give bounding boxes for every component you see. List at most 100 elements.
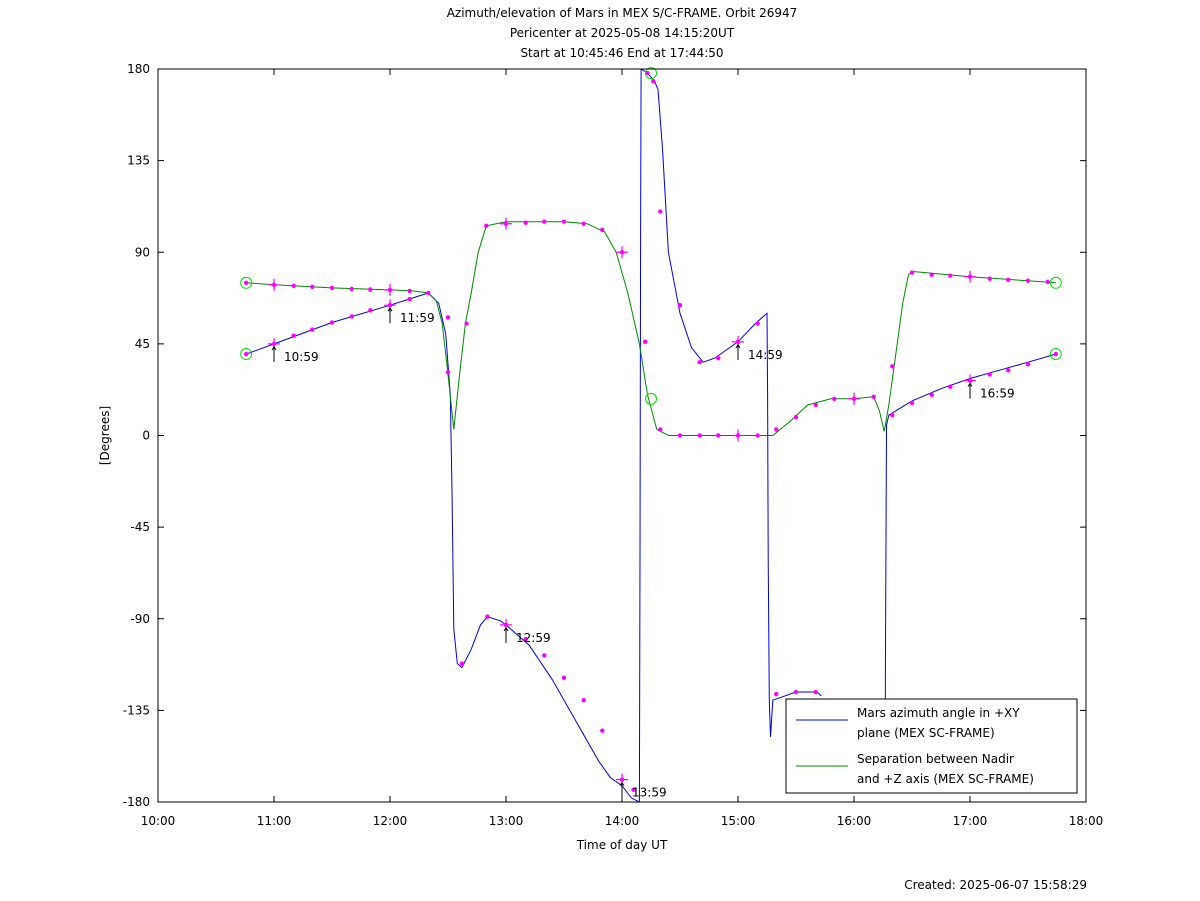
series-line-1 <box>638 68 642 803</box>
data-point <box>929 272 934 277</box>
data-point <box>813 402 818 408</box>
title-line: Pericenter at 2025-05-08 14:15:20UT <box>510 26 735 40</box>
data-point <box>987 372 992 377</box>
hour-marker <box>848 392 860 405</box>
data-point <box>631 787 636 792</box>
data-point <box>561 675 567 680</box>
y-tick-label: 0 <box>142 429 150 443</box>
series-lines <box>246 68 1056 803</box>
annotation-label: 16:59 <box>980 387 1015 401</box>
data-point <box>929 392 934 397</box>
series-line-2 <box>246 221 1056 436</box>
hour-marker <box>964 270 976 283</box>
data-point <box>243 280 249 285</box>
data-point <box>329 285 335 291</box>
annotation-label: 12:59 <box>516 631 551 645</box>
data-point <box>645 70 650 76</box>
data-point <box>1006 277 1011 282</box>
data-point <box>542 653 547 658</box>
data-point <box>987 276 992 281</box>
y-tick-label: -90 <box>130 612 150 626</box>
data-point <box>890 412 895 418</box>
data-point <box>677 433 683 438</box>
data-point <box>600 728 605 733</box>
data-point <box>643 339 648 345</box>
data-point <box>774 691 779 697</box>
hour-marker <box>384 283 396 296</box>
y-tick-label: 90 <box>135 245 150 259</box>
y-tick-label: -180 <box>123 795 150 809</box>
data-point <box>1025 362 1031 367</box>
x-tick-label: 18:00 <box>1069 814 1104 828</box>
data-point <box>349 314 354 319</box>
annotation-arrow <box>735 343 741 360</box>
axis-ticks <box>157 68 1087 803</box>
legend-label: plane (MEX SC-FRAME) <box>857 726 995 740</box>
data-point <box>793 414 799 420</box>
annotation-label: 13:59 <box>632 786 667 800</box>
data-point <box>581 697 586 703</box>
hour-marker <box>732 429 744 442</box>
data-point <box>948 273 953 278</box>
annotation-label: 14:59 <box>748 348 783 362</box>
hour-marker <box>268 278 280 291</box>
data-point <box>948 384 953 389</box>
data-point <box>445 315 451 320</box>
y-tick-label: -135 <box>123 703 150 717</box>
legend-label: Separation between Nadir <box>857 752 1014 766</box>
title-line: Start at 10:45:46 End at 17:44:50 <box>520 46 723 60</box>
y-tick-label: 180 <box>127 62 150 76</box>
x-tick-label: 17:00 <box>953 814 988 828</box>
data-point <box>677 302 683 308</box>
data-point <box>291 333 296 338</box>
legend-label: and +Z axis (MEX SC-FRAME) <box>857 772 1034 786</box>
data-point <box>813 689 818 695</box>
data-point <box>459 661 465 666</box>
legend-label: Mars azimuth angle in +XY <box>857 706 1020 720</box>
annotation-label: 10:59 <box>284 350 319 364</box>
data-point <box>651 79 656 84</box>
legend-box <box>785 698 1078 794</box>
data-point <box>1006 368 1011 373</box>
y-tick-labels: 180 135 90 45 0 -45 -90 -135 -180 <box>123 62 150 809</box>
x-tick-labels: 10:00 11:00 12:00 13:00 14:00 15:00 16:00 17:00… <box>141 814 1104 828</box>
data-point <box>484 223 489 228</box>
x-tick-label: 11:00 <box>257 814 292 828</box>
title-line: Azimuth/elevation of Mars in MEX S/C-FRA… <box>447 6 798 20</box>
data-point <box>561 219 567 224</box>
data-point <box>368 308 373 313</box>
endpoint-marker <box>1049 348 1062 361</box>
data-point <box>243 351 249 357</box>
hour-marker <box>616 246 628 259</box>
legend: Mars azimuth angle in +XY plane (MEX SC-F… <box>785 698 1078 794</box>
data-point <box>523 636 528 642</box>
chart-title: Azimuth/elevation of Mars in MEX S/C-FRA… <box>447 6 798 60</box>
data-point <box>426 290 431 296</box>
annotation-label: 11:59 <box>400 311 435 325</box>
endpoint-marker <box>645 392 657 405</box>
data-point <box>310 284 315 290</box>
y-axis-label: [Degrees] <box>98 406 112 465</box>
data-point <box>1053 351 1059 357</box>
data-point <box>407 288 412 294</box>
data-point <box>658 427 663 432</box>
x-tick-label: 14:00 <box>605 814 640 828</box>
x-tick-label: 10:00 <box>141 814 176 828</box>
y-tick-label: 45 <box>135 337 150 351</box>
annotation-arrow <box>387 307 393 324</box>
data-point <box>716 355 721 361</box>
x-tick-label: 13:00 <box>489 814 524 828</box>
data-point <box>445 370 451 375</box>
data-point <box>890 364 895 369</box>
data-point <box>755 321 760 326</box>
annotation-arrow <box>271 345 277 362</box>
series-line-1 <box>640 68 822 737</box>
endpoint-marker <box>240 348 253 361</box>
annotation-arrow <box>967 382 973 399</box>
annotations: 10:59 11:59 12:59 13:59 14:59 16:59 <box>271 307 1015 800</box>
data-point <box>909 400 915 406</box>
x-tick-label: 15:00 <box>721 814 756 828</box>
plot-frame <box>157 68 1087 803</box>
data-point <box>291 283 296 289</box>
